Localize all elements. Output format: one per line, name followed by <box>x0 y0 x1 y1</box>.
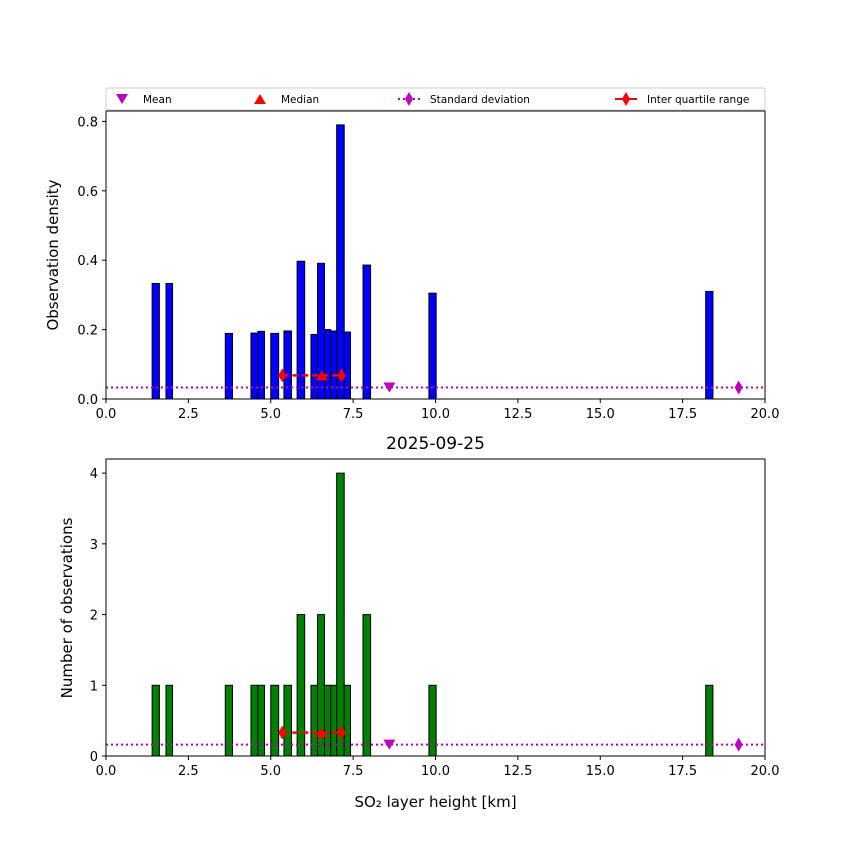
iqr-diamond-icon <box>622 92 630 106</box>
std-marker <box>734 380 743 395</box>
histogram-bar <box>224 332 234 400</box>
legend-entry-median: Median <box>254 94 319 106</box>
histogram-bar <box>330 330 338 400</box>
histogram-bar <box>151 282 160 400</box>
x-tick-label: 12.5 <box>503 764 532 779</box>
histogram-bar <box>151 684 160 757</box>
y-tick-label: 0.8 <box>77 115 98 130</box>
histogram-bar <box>343 331 351 400</box>
x-tick-label: 2.5 <box>178 764 199 779</box>
histogram-bar <box>362 614 372 757</box>
histogram-bar <box>336 124 345 400</box>
y-tick-label: 3 <box>90 538 98 553</box>
iqr-marker <box>278 368 287 383</box>
std-marker <box>734 737 743 752</box>
legend-frame <box>105 87 766 111</box>
legend-label-iqr: Inter quartile range <box>647 94 749 106</box>
x-tick-label: 7.5 <box>343 407 364 422</box>
histogram-bar <box>283 330 293 400</box>
y-axis-label-top: Observation density <box>44 179 62 330</box>
x-tick-label: 0.0 <box>96 764 117 779</box>
x-tick-label: 12.5 <box>503 407 532 422</box>
x-tick-label: 2.5 <box>178 407 199 422</box>
mean-marker <box>383 739 396 750</box>
histogram-bar <box>250 332 259 400</box>
y-tick-label: 0.0 <box>77 393 98 408</box>
y-tick-label: 1 <box>90 679 98 694</box>
legend-label-mean: Mean <box>143 94 172 106</box>
legend: Mean Median Standard deviation Inter qua… <box>105 87 766 111</box>
iqr-marker <box>337 725 346 740</box>
x-tick-label: 20.0 <box>751 407 780 422</box>
x-tick-label: 5.0 <box>260 764 281 779</box>
y-tick-label: 0.6 <box>77 185 98 200</box>
count-histogram: 0.0 2.5 5.0 7.5 10.0 12.5 15.0 17.5 20.0 0 1 2 3 4 <box>90 458 780 779</box>
histogram-bar <box>428 292 437 400</box>
median-marker <box>315 370 328 381</box>
histogram-bar <box>323 329 332 400</box>
x-tick-label: 15.0 <box>586 764 615 779</box>
iqr-marker <box>337 368 346 383</box>
histogram-bar <box>257 330 265 400</box>
x-tick-label: 10.0 <box>421 407 450 422</box>
y-tick-label: 0.4 <box>77 254 98 269</box>
mean-marker-icon <box>116 94 128 104</box>
x-tick-label: 15.0 <box>586 407 615 422</box>
histogram-bar <box>336 472 345 757</box>
legend-entry-std: Standard deviation <box>398 92 530 106</box>
legend-label-std: Standard deviation <box>430 94 530 106</box>
legend-entry-iqr: Inter quartile range <box>615 92 749 106</box>
y-tick-label: 0.2 <box>77 324 98 339</box>
x-axis-label: SO₂ layer height [km] <box>354 793 516 811</box>
histogram-bar <box>310 333 319 400</box>
x-tick-label: 20.0 <box>751 764 780 779</box>
median-marker-icon <box>254 94 266 104</box>
mean-marker <box>383 382 396 393</box>
x-tick-label: 10.0 <box>421 764 450 779</box>
histogram-bar <box>165 282 174 400</box>
density-histogram: 0.0 2.5 5.0 7.5 10.0 12.5 15.0 17.5 20.0 0.0 0.2 0.… <box>77 110 780 422</box>
y-axis-label-bottom: Number of observations <box>58 517 76 698</box>
x-tick-label: 7.5 <box>343 764 364 779</box>
histogram-bar <box>296 260 306 400</box>
x-tick-label: 0.0 <box>96 407 117 422</box>
std-diamond-icon <box>405 92 413 106</box>
y-tick-label: 4 <box>90 467 98 482</box>
histogram-bar <box>705 290 714 400</box>
histogram-bar <box>362 264 372 400</box>
histogram-bar <box>270 332 280 400</box>
x-tick-label: 17.5 <box>668 764 697 779</box>
y-tick-label: 2 <box>90 609 98 624</box>
histogram-bar <box>296 614 306 757</box>
x-tick-label: 5.0 <box>260 407 281 422</box>
iqr-marker <box>278 725 287 740</box>
legend-label-median: Median <box>281 94 319 106</box>
chart-title: 2025-09-25 <box>386 434 485 454</box>
median-marker <box>315 727 328 738</box>
x-tick-label: 17.5 <box>668 407 697 422</box>
y-tick-label: 0 <box>90 750 98 765</box>
legend-entry-mean: Mean <box>116 94 172 106</box>
